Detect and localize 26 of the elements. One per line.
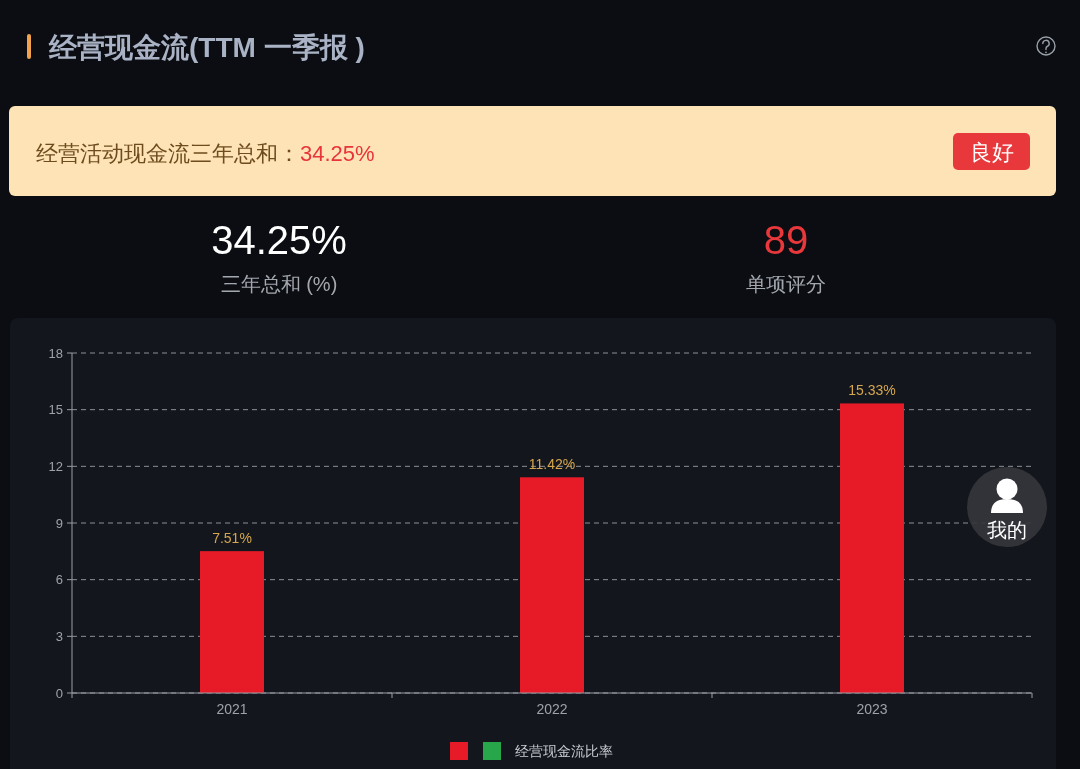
annotation: 我的 bbox=[987, 519, 1027, 541]
text: 经营现金流(TTM 一季报 ) bbox=[48, 32, 365, 63]
text: 34.25% bbox=[300, 141, 375, 166]
x-tick-label: 2023 bbox=[856, 701, 888, 717]
data-label: 7.51% bbox=[212, 530, 252, 547]
text: 89 bbox=[763, 218, 809, 262]
text: 经营现金流比率 bbox=[515, 742, 613, 759]
bar bbox=[200, 551, 264, 693]
y-tick-label: 3 bbox=[55, 628, 63, 644]
x-tick-label: 2021 bbox=[216, 701, 248, 717]
text: 三年总和 (%) bbox=[220, 273, 338, 295]
x-tick-label: 2022 bbox=[536, 701, 568, 717]
text: 良好 bbox=[969, 140, 1014, 165]
bar bbox=[840, 403, 904, 693]
data-label: 15.33% bbox=[848, 382, 896, 399]
y-tick-label: 18 bbox=[48, 345, 63, 361]
y-tick-label: 15 bbox=[48, 402, 63, 418]
y-tick-label: 6 bbox=[55, 572, 63, 588]
text: 经营活动现金流三年总和： bbox=[36, 141, 300, 166]
text: 34.25% bbox=[211, 218, 347, 262]
y-tick-label: 12 bbox=[48, 458, 63, 474]
bar bbox=[520, 477, 584, 693]
text: 单项评分 bbox=[746, 273, 826, 295]
y-tick-label: 0 bbox=[55, 685, 63, 701]
y-tick-label: 9 bbox=[55, 515, 63, 531]
data-label: 11.42% bbox=[528, 456, 576, 473]
